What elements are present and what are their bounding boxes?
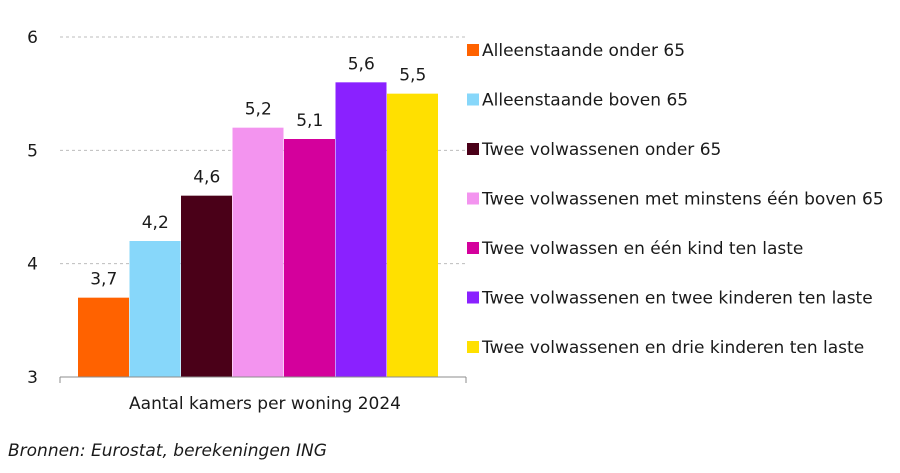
legend-label: Twee volwassenen onder 65 [481, 140, 721, 160]
data-label: 4,6 [193, 168, 220, 188]
legend-label: Twee volwassenen en drie kinderen ten la… [481, 338, 864, 358]
bar [387, 93, 438, 378]
x-category-label: Aantal kamers per woning 2024 [129, 394, 401, 414]
y-tick-label: 5 [27, 141, 38, 161]
legend-label: Alleenstaande onder 65 [482, 41, 685, 61]
legend: Alleenstaande onder 65 Alleenstaande bove… [467, 41, 884, 358]
y-tick-label: 4 [27, 255, 38, 275]
source-note: Bronnen: Eurostat, berekeningen ING [8, 441, 327, 461]
legend-swatch [467, 93, 479, 106]
legend-swatch [467, 143, 479, 155]
data-label: 5,5 [399, 66, 426, 86]
data-label: 5,2 [245, 100, 272, 120]
legend-swatch [467, 291, 479, 304]
y-tick-label: 3 [27, 368, 38, 388]
legend-label: Twee volwassenen en twee kinderen ten la… [481, 289, 873, 309]
bar [78, 297, 129, 377]
legend-swatch [467, 341, 479, 353]
data-label: 3,7 [90, 270, 117, 290]
legend-swatch [467, 192, 479, 205]
legend-label: Twee volwassen en één kind ten laste [481, 239, 803, 259]
bar [335, 82, 387, 377]
legend-swatch [467, 44, 479, 56]
data-label: 5,1 [296, 111, 323, 131]
axes: 3 4 5 6 Aantal kamers per woning 2024 [27, 28, 467, 414]
bars [78, 82, 438, 378]
bar [284, 139, 335, 377]
bar [232, 127, 284, 378]
bar [129, 241, 181, 377]
data-labels: 3,7 4,2 4,6 5,2 5,1 5,6 5,5 [90, 54, 426, 289]
legend-label: Twee volwassenen met minstens één boven … [481, 190, 884, 210]
data-label: 4,2 [142, 213, 169, 233]
legend-label: Alleenstaande boven 65 [482, 91, 688, 111]
bar [181, 195, 232, 377]
legend-swatch [467, 242, 479, 254]
data-label: 5,6 [348, 54, 375, 74]
y-tick-label: 6 [27, 28, 38, 48]
